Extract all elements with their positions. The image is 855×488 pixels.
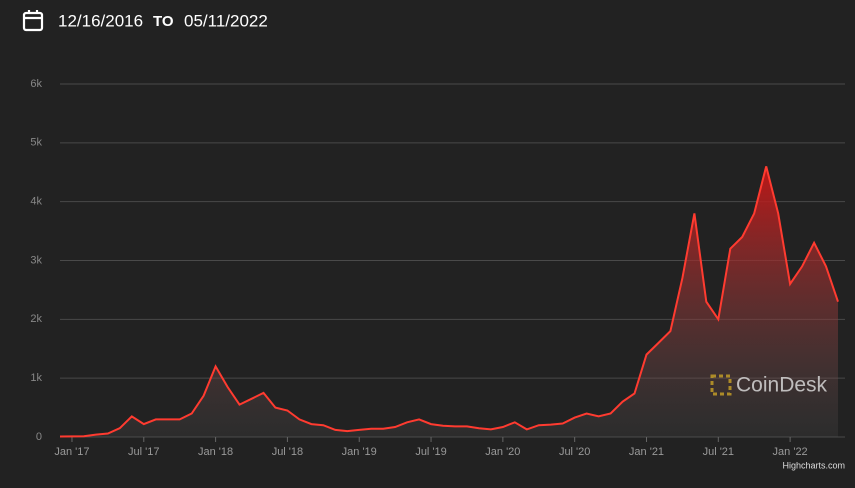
y-tick-label: 2k: [30, 313, 42, 325]
x-tick-label: Jan '17: [54, 446, 89, 458]
separator: TO: [153, 13, 174, 30]
area: [60, 166, 838, 437]
x-tick-label: Jul '20: [559, 446, 590, 458]
x-tick-label: Jan '22: [773, 446, 808, 458]
x-tick-label: Jul '17: [128, 446, 159, 458]
y-tick-label: 6k: [30, 78, 42, 90]
to-date[interactable]: 05/11/2022: [184, 11, 268, 30]
y-tick-label: 5k: [30, 137, 42, 149]
from-date[interactable]: 12/16/2016: [58, 11, 143, 30]
y-tick-label: 4k: [30, 196, 42, 208]
y-tick-label: 1k: [30, 372, 42, 384]
x-tick-label: Jan '19: [342, 446, 377, 458]
x-tick-label: Jan '21: [629, 446, 664, 458]
x-tick-label: Jul '19: [415, 446, 446, 458]
y-tick-label: 3k: [30, 254, 42, 266]
x-tick-label: Jan '20: [485, 446, 520, 458]
x-tick-label: Jul '21: [703, 446, 734, 458]
watermark: CoinDesk: [710, 374, 828, 397]
x-tick-label: Jan '18: [198, 446, 233, 458]
price-line: [59, 166, 839, 438]
calendar-icon: [22, 10, 44, 32]
y-tick-label: 0: [36, 431, 42, 443]
watermark-text: CoinDesk: [736, 374, 828, 397]
credit[interactable]: Highcharts.com: [782, 460, 845, 470]
x-tick-label: Jul '18: [272, 446, 303, 458]
